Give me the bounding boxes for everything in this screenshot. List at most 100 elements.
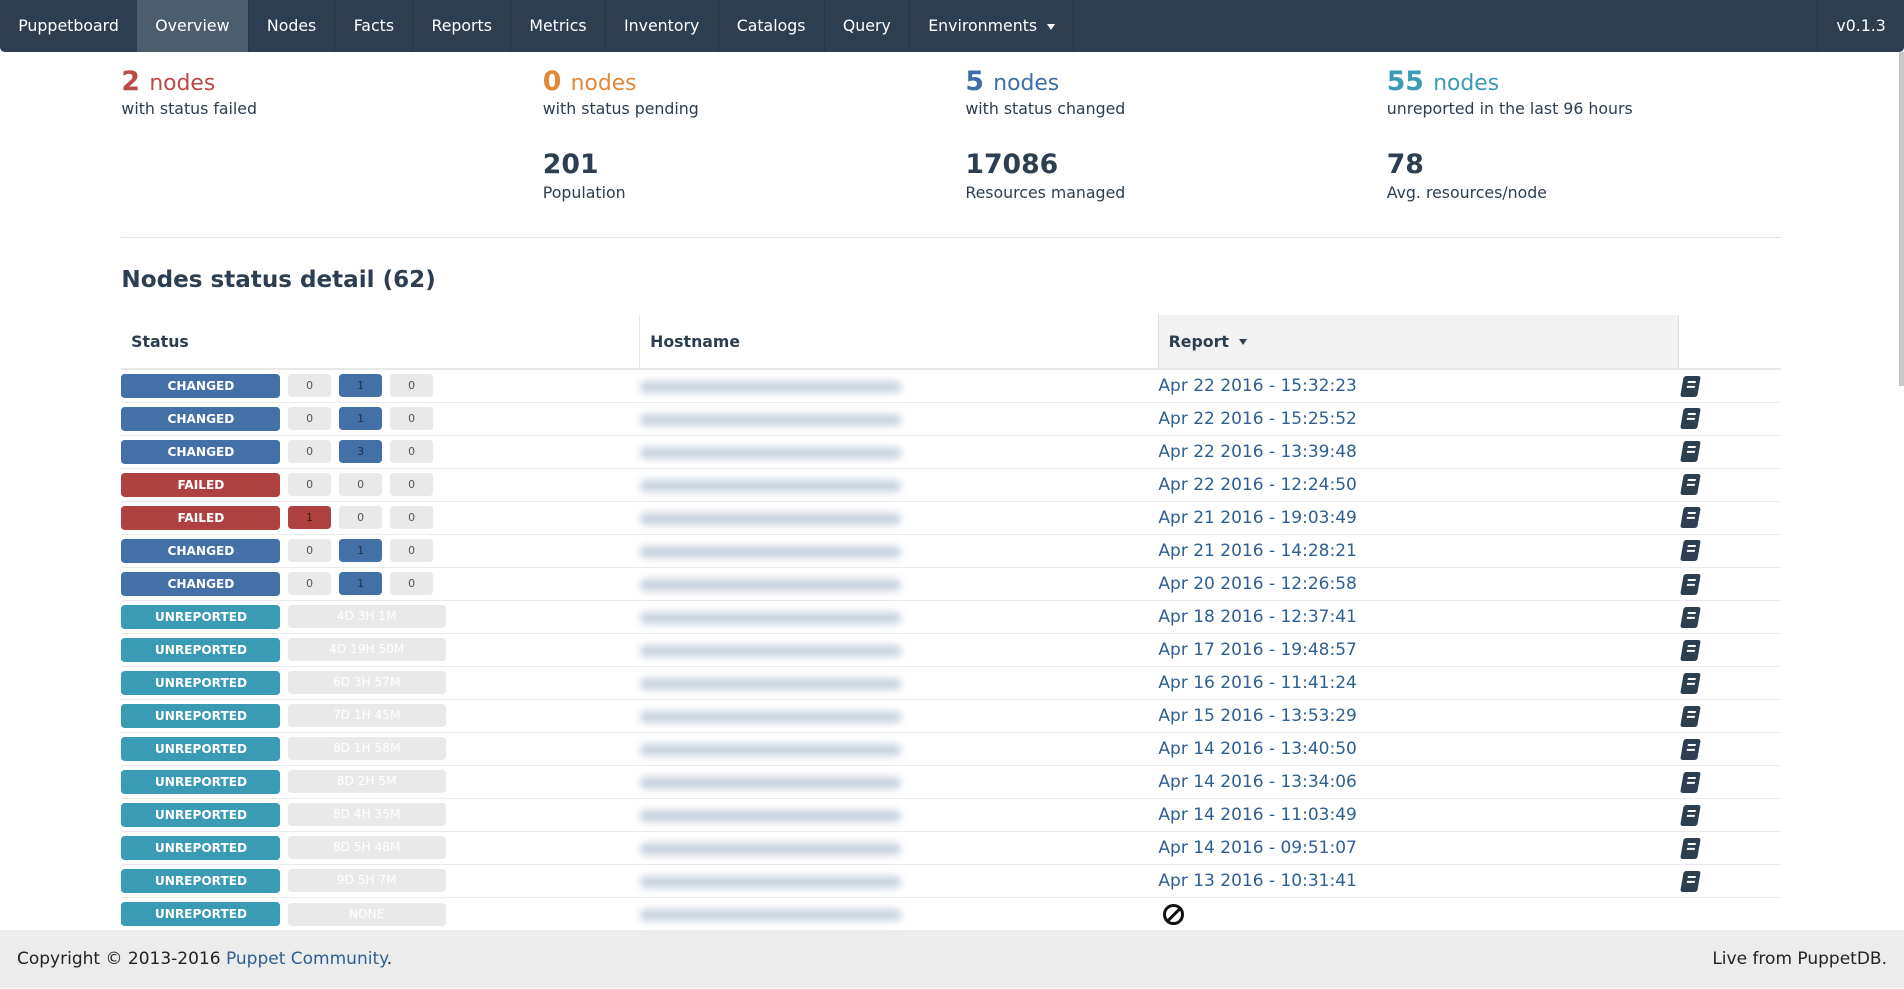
period: . bbox=[386, 949, 393, 970]
status-badge[interactable]: UNREPORTED bbox=[121, 902, 281, 927]
report-link[interactable]: Apr 18 2016 - 12:37:41 bbox=[1158, 606, 1357, 627]
report-header-label: Report bbox=[1168, 331, 1229, 351]
hostname-link[interactable] bbox=[639, 644, 901, 657]
hostname-link[interactable] bbox=[639, 809, 901, 822]
nav-reports[interactable]: Reports bbox=[413, 0, 512, 53]
nav-environments[interactable]: Environments bbox=[910, 0, 1074, 53]
total-value: 201 bbox=[542, 149, 599, 181]
report-link[interactable]: Apr 22 2016 - 13:39:48 bbox=[1158, 441, 1357, 462]
nav-label: Nodes bbox=[266, 16, 317, 35]
stat-count: 55 nodes bbox=[1386, 65, 1500, 97]
stat-count: 0 nodes bbox=[542, 65, 637, 97]
report-header[interactable]: Report bbox=[1157, 314, 1679, 371]
status-badge[interactable]: UNREPORTED bbox=[121, 868, 281, 894]
puppet-community-link[interactable]: Puppet Community bbox=[225, 949, 387, 970]
nav-metrics[interactable]: Metrics bbox=[511, 0, 606, 53]
report-link[interactable]: Apr 16 2016 - 11:41:24 bbox=[1158, 672, 1357, 693]
status-badge[interactable]: UNREPORTED bbox=[121, 769, 281, 794]
hostname-link[interactable] bbox=[639, 545, 901, 558]
total-value: 17086 bbox=[965, 149, 1059, 181]
status-badge[interactable]: CHANGED bbox=[121, 571, 281, 596]
status-badge[interactable]: FAILED bbox=[121, 505, 281, 530]
report-link[interactable]: Apr 21 2016 - 14:28:21 bbox=[1158, 540, 1357, 561]
catalog-book-icon[interactable] bbox=[1679, 837, 1701, 859]
table-row: UNREPORTED 9D 5H 7M Apr 13 2016 - 10:31:4… bbox=[121, 863, 1782, 898]
catalog-book-icon[interactable] bbox=[1679, 870, 1701, 892]
status-badge[interactable]: CHANGED bbox=[121, 373, 281, 399]
catalog-book-icon[interactable] bbox=[1679, 705, 1701, 727]
status-badge[interactable]: CHANGED bbox=[121, 439, 281, 464]
scrollbar[interactable] bbox=[1899, 52, 1904, 387]
hostname-link[interactable] bbox=[639, 446, 901, 459]
report-link[interactable]: Apr 14 2016 - 11:03:49 bbox=[1158, 804, 1357, 825]
nav-facts[interactable]: Facts bbox=[335, 0, 414, 53]
catalog-book-icon[interactable] bbox=[1679, 408, 1701, 430]
sort-caret-icon bbox=[1238, 339, 1247, 346]
report-link[interactable]: Apr 22 2016 - 15:32:23 bbox=[1158, 375, 1357, 396]
table-row: UNREPORTED 4D 3H 1M Apr 18 2016 - 12:37:4… bbox=[121, 599, 1782, 634]
count-badge: 0 bbox=[338, 506, 383, 530]
stat-block: 0 nodes with status pending bbox=[543, 66, 932, 118]
hostname-link[interactable] bbox=[639, 413, 901, 426]
report-link[interactable]: Apr 13 2016 - 10:31:41 bbox=[1158, 870, 1357, 891]
hostname-link[interactable] bbox=[639, 842, 901, 855]
nav-catalogs[interactable]: Catalogs bbox=[719, 0, 825, 53]
report-link[interactable]: Apr 22 2016 - 12:24:50 bbox=[1158, 474, 1357, 495]
catalog-book-icon[interactable] bbox=[1679, 639, 1701, 661]
catalog-book-icon[interactable] bbox=[1679, 474, 1701, 496]
count-badge: 0 bbox=[389, 473, 434, 497]
hostname-link[interactable] bbox=[639, 677, 901, 690]
catalog-book-icon[interactable] bbox=[1679, 738, 1701, 760]
hostname-link[interactable] bbox=[639, 909, 901, 922]
status-badge[interactable]: UNREPORTED bbox=[121, 604, 281, 629]
count-badge: 0 bbox=[389, 374, 434, 398]
catalog-book-icon[interactable] bbox=[1679, 375, 1701, 397]
report-link[interactable]: Apr 15 2016 - 13:53:29 bbox=[1158, 705, 1357, 726]
nav-label: Inventory bbox=[623, 16, 700, 35]
catalog-book-icon[interactable] bbox=[1679, 573, 1701, 595]
hostname-link[interactable] bbox=[639, 578, 901, 591]
brand-link[interactable]: Puppetboard bbox=[18, 16, 119, 35]
status-header[interactable]: Status bbox=[121, 314, 640, 371]
unreported-since-badge: 4D 3H 1M bbox=[287, 605, 446, 629]
nav-nodes[interactable]: Nodes bbox=[249, 0, 336, 53]
catalog-book-icon[interactable] bbox=[1679, 804, 1701, 826]
report-link[interactable]: Apr 17 2016 - 19:48:57 bbox=[1158, 639, 1357, 660]
report-link[interactable]: Apr 14 2016 - 13:34:06 bbox=[1158, 771, 1357, 792]
status-badge[interactable]: UNREPORTED bbox=[121, 637, 281, 662]
nav-overview[interactable]: Overview bbox=[137, 0, 249, 53]
hostname-link[interactable] bbox=[639, 710, 901, 723]
catalog-book-icon[interactable] bbox=[1679, 606, 1701, 628]
status-badge[interactable]: UNREPORTED bbox=[121, 670, 281, 695]
nav-label: Environments bbox=[928, 16, 1038, 35]
catalog-book-icon[interactable] bbox=[1679, 441, 1701, 463]
report-link[interactable]: Apr 21 2016 - 19:03:49 bbox=[1158, 507, 1357, 528]
hostname-link[interactable] bbox=[639, 479, 901, 492]
hostname-link[interactable] bbox=[639, 776, 901, 789]
hostname-link[interactable] bbox=[639, 512, 901, 525]
status-badge[interactable]: CHANGED bbox=[121, 538, 281, 563]
status-badge[interactable]: FAILED bbox=[121, 472, 281, 497]
report-link[interactable]: Apr 14 2016 - 09:51:07 bbox=[1158, 837, 1357, 858]
count-badge: 3 bbox=[338, 440, 383, 464]
hostname-header[interactable]: Hostname bbox=[639, 314, 1159, 371]
table-row: UNREPORTED 8D 2H 5M Apr 14 2016 - 13:34:0… bbox=[121, 764, 1782, 799]
hostname-link[interactable] bbox=[639, 875, 901, 888]
nav-inventory[interactable]: Inventory bbox=[606, 0, 719, 53]
catalog-book-icon[interactable] bbox=[1679, 771, 1701, 793]
hostname-link[interactable] bbox=[639, 611, 901, 624]
status-badge[interactable]: UNREPORTED bbox=[121, 736, 281, 761]
hostname-link[interactable] bbox=[639, 380, 901, 393]
report-link[interactable]: Apr 14 2016 - 13:40:50 bbox=[1158, 738, 1357, 759]
status-badge[interactable]: UNREPORTED bbox=[121, 835, 281, 860]
status-badge[interactable]: CHANGED bbox=[121, 406, 281, 431]
nav-query[interactable]: Query bbox=[825, 0, 910, 53]
status-badge[interactable]: UNREPORTED bbox=[121, 802, 281, 827]
catalog-book-icon[interactable] bbox=[1679, 540, 1701, 562]
hostname-link[interactable] bbox=[639, 743, 901, 756]
report-link[interactable]: Apr 20 2016 - 12:26:58 bbox=[1158, 573, 1357, 594]
catalog-book-icon[interactable] bbox=[1679, 507, 1701, 529]
status-badge[interactable]: UNREPORTED bbox=[121, 703, 281, 728]
catalog-book-icon[interactable] bbox=[1679, 672, 1701, 694]
report-link[interactable]: Apr 22 2016 - 15:25:52 bbox=[1158, 408, 1357, 429]
